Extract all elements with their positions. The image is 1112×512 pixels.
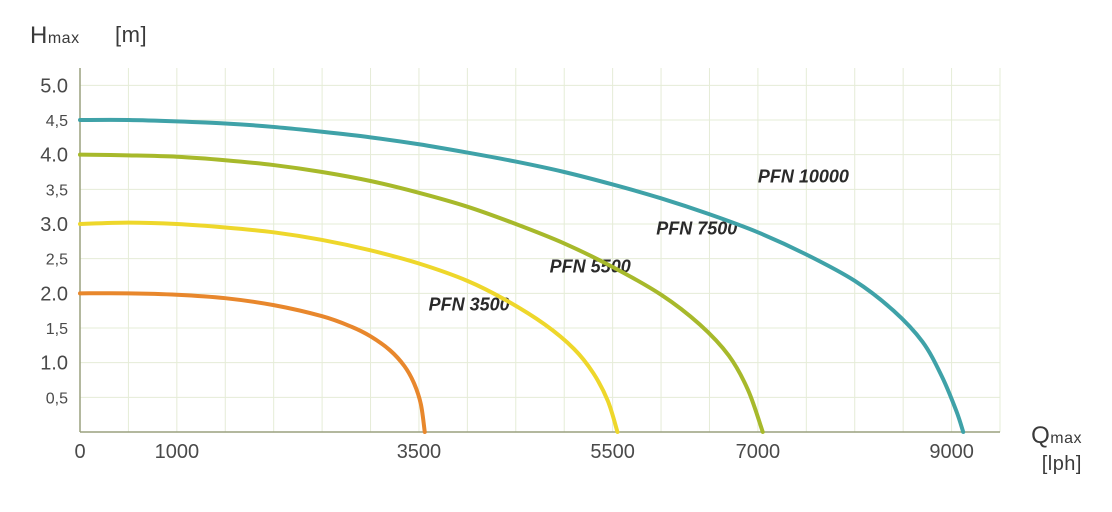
y-tick-label-minor: 1,5: [46, 321, 68, 338]
y-tick-label: 1.0: [40, 353, 68, 375]
x-tick-label: 5500: [590, 441, 635, 463]
y-tick-label-minor: 3,5: [46, 182, 68, 199]
y-tick-label: 2.0: [40, 283, 68, 305]
y-tick-label: 5.0: [40, 75, 68, 97]
x-tick-label: 3500: [397, 441, 442, 463]
x-tick-label: 9000: [929, 441, 974, 463]
x-tick-label: 0: [74, 441, 85, 463]
x-tick-label: 7000: [736, 441, 781, 463]
y-tick-label: 3.0: [40, 214, 68, 236]
y-tick-label: 4.0: [40, 145, 68, 167]
chart-svg: 1.0 2.0 3.0 4.0 5.0 0,5 1,5 2,5 3,5 4,5 0 1000 3500 5…: [0, 0, 1112, 512]
series-label: PFN 10000: [758, 166, 849, 186]
y-tick-label-minor: 4,5: [46, 113, 68, 130]
pump-curve-chart: Hmax [m] Qmax [lph] 1.02.03.04.05.00,51,…: [0, 0, 1112, 512]
y-tick-label-minor: 0,5: [46, 390, 68, 407]
series-label: PFN 5500: [550, 257, 631, 277]
y-tick-label-minor: 2,5: [46, 252, 68, 269]
x-tick-label: 1000: [155, 441, 200, 463]
